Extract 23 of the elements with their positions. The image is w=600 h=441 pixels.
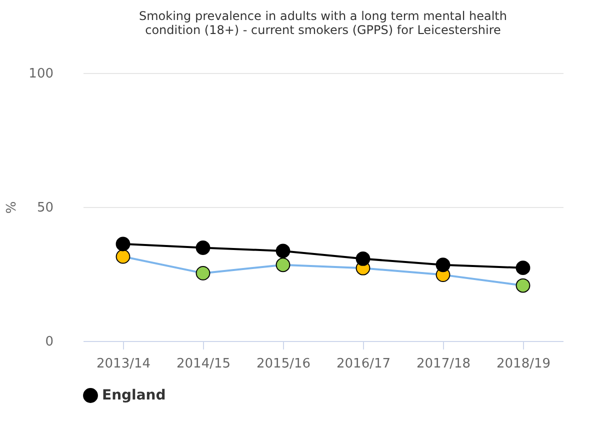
point [276,258,290,272]
point [436,258,450,272]
point [356,252,370,266]
x-tick-label: 2018/19 [496,356,551,372]
text: condition (18+) - current smokers (GPPS) for Leicestershire [145,23,501,37]
point [196,240,210,255]
point [276,244,290,258]
x-tick-label: 2014/15 [176,356,231,372]
legend-label: England [102,388,166,404]
point [116,249,130,264]
point [116,236,130,252]
y-tick-label: 50 [36,200,54,216]
x-tick-label: 2017/18 [416,356,471,372]
x-tick-label: 2015/16 [256,356,311,372]
point [196,266,210,280]
x-tick-label: 2016/17 [336,356,391,372]
y-tick-label: 100 [28,66,54,82]
x-tick-label: 2013/14 [96,356,151,372]
point [516,278,530,293]
point [516,260,530,276]
text: Smoking prevalence in adults with a long term mental health [139,9,507,23]
y-axis-title: % [4,201,20,214]
y-tick-label: 0 [45,334,54,350]
